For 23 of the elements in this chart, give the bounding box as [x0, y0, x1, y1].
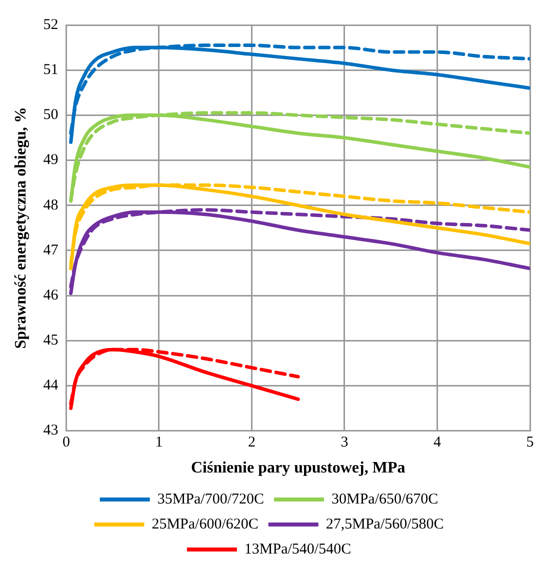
x-tick-label: 5: [526, 434, 534, 451]
legend-label: 25MPa/600/620C: [152, 516, 258, 532]
legend-label: 13MPa/540/540C: [244, 541, 352, 558]
y-tick-label: 50: [43, 107, 58, 124]
y-tick-label: 46: [43, 287, 59, 304]
x-tick-label: 1: [155, 434, 163, 451]
y-tick-label: 47: [43, 242, 59, 258]
x-tick-label: 3: [340, 434, 348, 451]
x-tick-label: 2: [248, 434, 256, 451]
y-tick-label: 48: [43, 197, 58, 214]
x-tick-label: 0: [62, 434, 70, 451]
y-tick-label: 49: [43, 152, 58, 168]
legend-label: 27,5MPa/560/580C: [326, 516, 444, 532]
y-tick-label: 51: [43, 62, 58, 78]
x-axis-title: Ciśnienie pary upustowej, MPa: [190, 460, 406, 477]
legend-label: 30MPa/650/670C: [332, 491, 438, 508]
y-axis-title: Sprawność energetyczna obiegu, %: [12, 107, 30, 349]
y-tick-label: 45: [43, 332, 58, 349]
y-tick-label: 44: [43, 378, 59, 394]
y-tick-label: 43: [43, 422, 58, 439]
x-tick-label: 4: [433, 434, 442, 451]
legend-label: 35MPa/700/720C: [157, 491, 264, 508]
y-tick-label: 52: [43, 16, 58, 33]
